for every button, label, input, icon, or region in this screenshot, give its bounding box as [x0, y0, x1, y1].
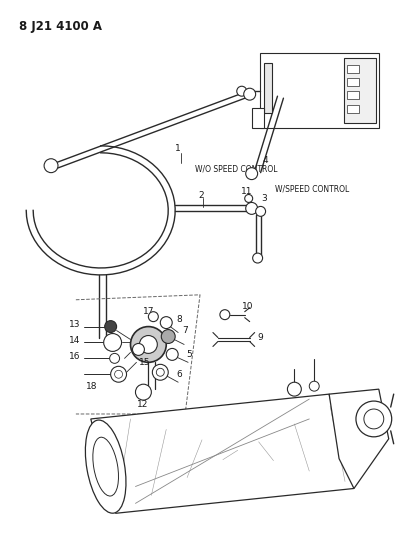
Bar	[347, 66, 359, 74]
Text: 8: 8	[176, 315, 182, 324]
Circle shape	[131, 327, 166, 362]
Circle shape	[246, 203, 258, 214]
Text: 17: 17	[143, 307, 155, 316]
Text: 15: 15	[140, 358, 151, 367]
Bar	[260, 53, 379, 128]
Circle shape	[152, 365, 168, 380]
Bar	[252, 108, 264, 128]
Circle shape	[356, 401, 392, 437]
Circle shape	[256, 206, 266, 216]
Polygon shape	[91, 394, 354, 513]
Circle shape	[115, 370, 123, 378]
Ellipse shape	[85, 420, 126, 513]
Circle shape	[244, 88, 256, 100]
Text: 1: 1	[175, 144, 181, 154]
Circle shape	[245, 195, 253, 203]
Circle shape	[44, 159, 58, 173]
Text: 14: 14	[69, 336, 80, 345]
Circle shape	[133, 343, 144, 356]
Ellipse shape	[93, 437, 118, 496]
Text: 11: 11	[241, 187, 252, 196]
Text: 10: 10	[242, 302, 253, 311]
Bar	[264, 63, 271, 113]
Polygon shape	[329, 389, 389, 488]
Text: 13: 13	[69, 320, 81, 329]
Text: 7: 7	[182, 326, 188, 335]
Text: 18: 18	[86, 382, 97, 391]
Bar	[347, 91, 359, 99]
Circle shape	[136, 384, 151, 400]
Text: W/O SPEED CONTROL: W/O SPEED CONTROL	[195, 164, 278, 173]
Circle shape	[104, 334, 122, 351]
Bar	[344, 59, 376, 123]
Bar	[347, 105, 359, 113]
Circle shape	[237, 86, 247, 96]
Circle shape	[287, 382, 301, 396]
Circle shape	[105, 321, 116, 333]
Circle shape	[246, 168, 258, 180]
Circle shape	[140, 336, 158, 353]
Text: 4: 4	[263, 156, 268, 165]
Text: 9: 9	[258, 333, 263, 342]
Circle shape	[111, 366, 127, 382]
Text: W/SPEED CONTROL: W/SPEED CONTROL	[274, 184, 349, 193]
Text: 16: 16	[69, 352, 81, 361]
Circle shape	[156, 368, 164, 376]
Circle shape	[161, 329, 175, 343]
Text: 12: 12	[136, 400, 148, 409]
Circle shape	[160, 317, 172, 328]
Text: 6: 6	[176, 370, 182, 379]
Circle shape	[166, 349, 178, 360]
Text: 5: 5	[186, 350, 192, 359]
Circle shape	[253, 253, 263, 263]
Circle shape	[149, 312, 158, 321]
Text: 2: 2	[198, 191, 204, 200]
Circle shape	[364, 409, 384, 429]
Circle shape	[309, 381, 319, 391]
Bar	[347, 78, 359, 86]
Text: 3: 3	[262, 194, 267, 203]
Circle shape	[109, 353, 120, 364]
Text: 8 J21 4100 A: 8 J21 4100 A	[19, 20, 102, 33]
Circle shape	[220, 310, 230, 320]
